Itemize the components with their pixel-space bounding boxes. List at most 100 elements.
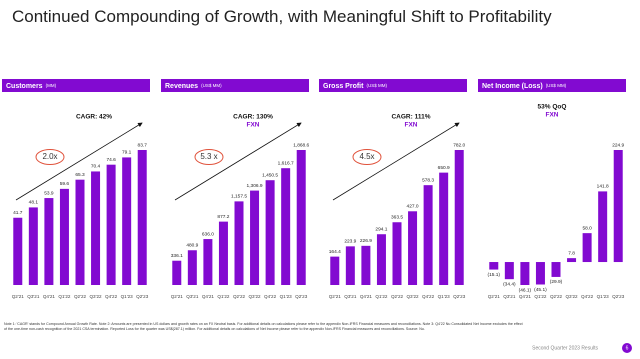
x-tick-label: Q4'21: [202, 294, 215, 299]
fxn-label: FXN: [247, 122, 260, 129]
panel-title: Customers (MM): [6, 83, 57, 90]
x-tick-label: Q4'22: [264, 294, 277, 299]
bar: [551, 262, 561, 277]
trend-arrow: [15, 122, 143, 201]
multiplier-circle: [35, 149, 65, 165]
bar: [44, 198, 54, 285]
panel-unit: (US$ MM): [546, 83, 567, 88]
bar: [281, 168, 291, 285]
bar: [345, 246, 355, 285]
panel-header: [161, 79, 309, 92]
value-label: (15.1): [488, 272, 501, 278]
value-label: 224.9: [612, 142, 624, 148]
value-label: 223.9: [344, 239, 356, 245]
panel-unit: (US$ MM): [366, 83, 387, 88]
x-tick-label: Q2'23: [136, 294, 149, 299]
value-label: 1,157.5: [231, 194, 247, 200]
value-label: 164.4: [329, 249, 341, 255]
value-label: 877.2: [217, 214, 229, 220]
annotation: CAGR: 42%: [76, 114, 112, 121]
value-label: 294.1: [375, 226, 387, 232]
x-tick-label: Q3'22: [565, 294, 578, 299]
panel-title-text: Gross Profit: [323, 83, 364, 90]
value-label: 70.4: [91, 164, 101, 170]
bar: [489, 262, 499, 270]
slide-title: Continued Compounding of Growth, with Me…: [12, 7, 552, 26]
x-tick-label: Q1'22: [534, 294, 547, 299]
x-tick-label: Q1'23: [597, 294, 610, 299]
bar: [250, 190, 260, 285]
footer: Second Quarter 2023 Results: [532, 345, 598, 351]
multiplier: 2.0x: [42, 152, 57, 161]
panel-title: Gross Profit (US$ MM): [323, 83, 387, 90]
value-label: 83.7: [138, 142, 148, 148]
x-tick-label: Q4'22: [581, 294, 594, 299]
x-tick-label: Q4'21: [360, 294, 373, 299]
x-tick-label: Q1'22: [58, 294, 71, 299]
panel-unit: (MM): [46, 83, 57, 88]
bar: [330, 256, 340, 285]
x-tick-label: Q2'23: [453, 294, 466, 299]
value-label: 79.1: [122, 150, 132, 156]
x-tick-label: Q2'23: [612, 294, 625, 299]
fxn-label: FXN: [405, 122, 418, 129]
x-tick-label: Q2'21: [171, 294, 184, 299]
x-tick-label: Q3'21: [503, 294, 516, 299]
x-tick-label: Q2'22: [233, 294, 246, 299]
panel-title-text: Customers: [6, 83, 43, 90]
value-label: 1,616.7: [278, 160, 294, 166]
bar: [454, 150, 464, 285]
multiplier-circle: [352, 149, 382, 165]
x-tick-label: Q3'22: [406, 294, 419, 299]
trend-arrow: [174, 122, 302, 201]
panel-title-text: Net Income (Loss): [482, 83, 543, 90]
bar: [296, 150, 306, 285]
annotation: CAGR: 130%: [233, 114, 273, 121]
panel-header: [2, 79, 150, 92]
value-label: 41.7: [13, 210, 23, 216]
value-label: 578.3: [422, 177, 434, 183]
value-label: 1,450.5: [262, 172, 278, 178]
value-label: 74.6: [106, 157, 116, 163]
x-tick-label: Q3'22: [248, 294, 261, 299]
value-label: 226.9: [360, 238, 372, 244]
x-tick-label: Q3'21: [186, 294, 199, 299]
x-tick-label: Q3'21: [27, 294, 40, 299]
bar: [439, 172, 449, 285]
bar: [598, 191, 608, 263]
value-label: 480.9: [186, 243, 198, 249]
bar: [265, 180, 275, 285]
x-tick-label: Q1'23: [280, 294, 293, 299]
bar: [28, 207, 38, 285]
x-tick-label: Q3'22: [89, 294, 102, 299]
bar: [187, 250, 197, 285]
bar: [535, 262, 545, 285]
bar: [520, 262, 530, 285]
bar: [423, 185, 433, 285]
x-tick-label: Q2'21: [12, 294, 25, 299]
panel-header: [319, 79, 467, 92]
value-label: 1,306.9: [247, 183, 263, 189]
page-number: 6: [626, 345, 629, 351]
annotation: CAGR: 111%: [391, 114, 430, 121]
bar: [567, 258, 577, 263]
x-tick-label: Q2'21: [488, 294, 501, 299]
panel-header: [478, 79, 626, 92]
bar: [218, 221, 228, 285]
multiplier: 5.3 x: [200, 152, 217, 161]
bar: [122, 157, 132, 285]
x-tick-label: Q2'22: [391, 294, 404, 299]
value-label: 7.8: [568, 250, 575, 256]
x-tick-label: Q1'23: [121, 294, 134, 299]
value-label: 427.0: [407, 204, 419, 210]
trend-arrow: [332, 122, 460, 201]
panel-unit: (US$ MM): [201, 83, 222, 88]
value-label: 336.1: [171, 253, 183, 259]
value-label: 636.0: [202, 231, 214, 237]
value-label: (29.9): [550, 279, 563, 285]
value-label: 48.1: [29, 200, 39, 206]
x-tick-label: Q4'22: [105, 294, 118, 299]
x-tick-label: Q1'23: [438, 294, 451, 299]
